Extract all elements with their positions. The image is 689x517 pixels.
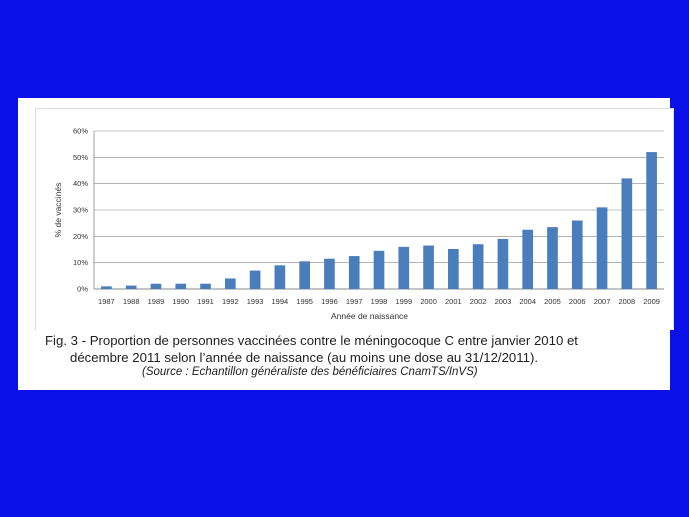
y-tick-label: 0% bbox=[77, 285, 88, 294]
x-tick-label: 1997 bbox=[346, 297, 363, 306]
x-tick-label: 1995 bbox=[296, 297, 313, 306]
x-tick-label: 1993 bbox=[247, 297, 264, 306]
bar-1993 bbox=[249, 270, 261, 289]
x-tick-label: 2007 bbox=[594, 297, 611, 306]
bar-1992 bbox=[224, 278, 236, 289]
y-tick-label: 30% bbox=[73, 206, 88, 215]
y-tick-labels: 0% 10% 20% 30% 40% 50% 60% bbox=[73, 127, 88, 294]
bar-1995 bbox=[299, 261, 310, 289]
x-tick-label: 1987 bbox=[98, 297, 115, 306]
bar-2001 bbox=[448, 248, 459, 289]
x-tick-label: 2001 bbox=[445, 297, 462, 306]
x-tick-label: 2005 bbox=[544, 297, 561, 306]
x-tick-label: 2003 bbox=[495, 297, 512, 306]
bar-2008 bbox=[621, 178, 633, 289]
caption-line-2: décembre 2011 selon l’année de naissance… bbox=[70, 350, 538, 365]
x-tick-label: 1991 bbox=[197, 297, 214, 306]
x-tick-label: 1996 bbox=[321, 297, 338, 306]
x-tick-label: 1988 bbox=[123, 297, 140, 306]
bar-chart: 1987 1988 1989 1990 1991 1992 1993 1994 1995 1996… bbox=[53, 127, 664, 321]
bar-1988 bbox=[125, 285, 137, 289]
y-tick-label: 20% bbox=[73, 232, 88, 241]
x-tick-label: 2008 bbox=[618, 297, 635, 306]
bars-layer bbox=[101, 152, 657, 289]
x-tick-label: 1989 bbox=[148, 297, 165, 306]
y-tick-label: 50% bbox=[73, 153, 88, 162]
bar-1997 bbox=[348, 256, 360, 289]
x-axis-title: Année de naissance bbox=[331, 311, 408, 321]
bar-1991 bbox=[200, 283, 211, 289]
x-tick-label: 1999 bbox=[395, 297, 412, 306]
slide-panel: 1987 1988 1989 1990 1991 1992 1993 1994 1995 1996… bbox=[18, 98, 674, 390]
x-tick-label: 1992 bbox=[222, 297, 239, 306]
bar-1990 bbox=[175, 283, 187, 289]
bar-1996 bbox=[324, 258, 335, 289]
bar-2003 bbox=[497, 238, 509, 289]
bar-2007 bbox=[596, 207, 608, 289]
bar-2000 bbox=[423, 245, 434, 289]
x-tick-label: 1994 bbox=[272, 297, 289, 306]
figure-source: (Source : Echantillon généraliste des bé… bbox=[142, 366, 478, 378]
bar-2005 bbox=[547, 227, 558, 289]
bar-2002 bbox=[472, 244, 484, 289]
x-tick-label: 2002 bbox=[470, 297, 487, 306]
bar-1998 bbox=[373, 250, 385, 289]
bar-1989 bbox=[150, 283, 162, 289]
x-tick-labels: 1987 1988 1989 1990 1991 1992 1993 1994 1995 1996… bbox=[98, 297, 660, 306]
x-tick-label: 2000 bbox=[420, 297, 437, 306]
grid-layer bbox=[93, 130, 664, 290]
bar-1987 bbox=[101, 286, 112, 289]
bar-1999 bbox=[398, 246, 410, 289]
x-tick-label: 1990 bbox=[172, 297, 189, 306]
bar-2009 bbox=[646, 152, 657, 289]
x-tick-label: 2009 bbox=[643, 297, 660, 306]
y-tick-label: 40% bbox=[73, 179, 88, 188]
y-axis-title: % de vaccinés bbox=[53, 183, 63, 238]
y-tick-label: 60% bbox=[73, 127, 88, 136]
chart-card: 1987 1988 1989 1990 1991 1992 1993 1994 1995 1996… bbox=[35, 108, 674, 330]
x-tick-label: 1998 bbox=[371, 297, 388, 306]
bar-1994 bbox=[274, 265, 286, 289]
x-tick-label: 2004 bbox=[519, 297, 536, 306]
y-tick-label: 10% bbox=[73, 258, 88, 267]
bar-2004 bbox=[522, 229, 534, 289]
figure-caption: Fig. 3 - Proportion de personnes vacciné… bbox=[45, 332, 655, 366]
caption-line-1: Fig. 3 - Proportion de personnes vacciné… bbox=[45, 333, 578, 348]
bar-2006 bbox=[571, 220, 583, 289]
x-tick-label: 2006 bbox=[569, 297, 586, 306]
